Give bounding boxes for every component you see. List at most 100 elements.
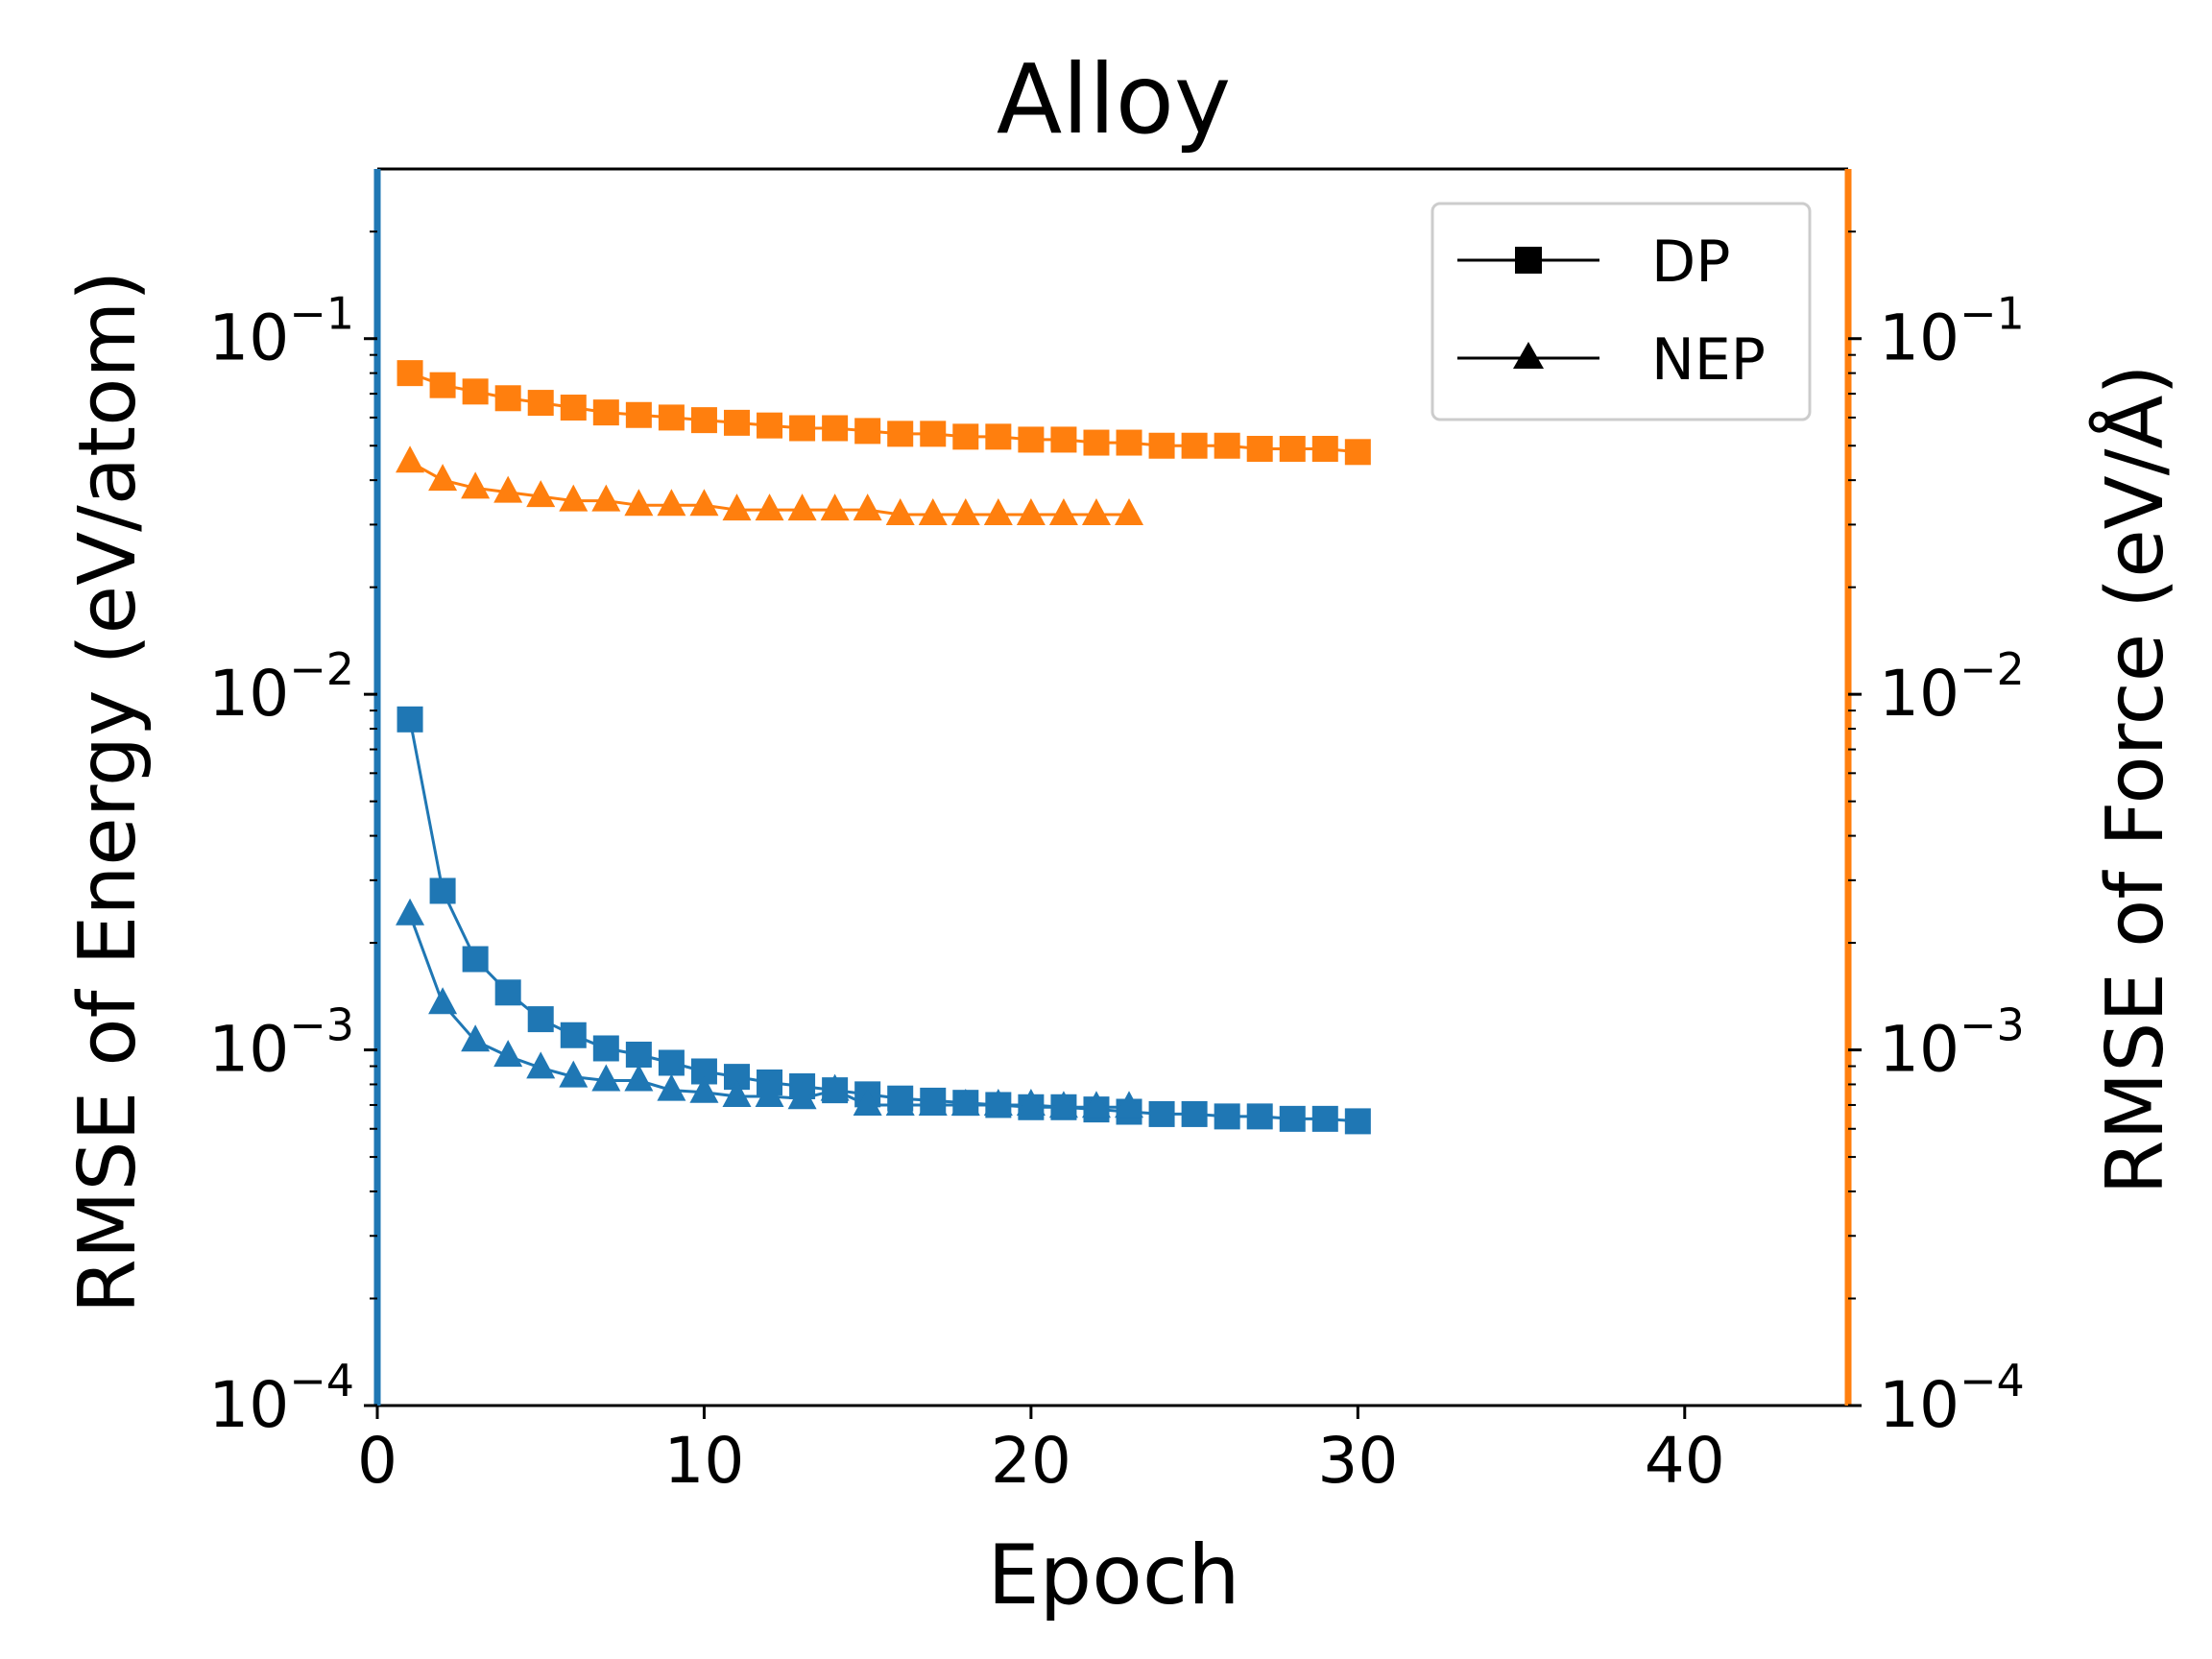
data-point-dp-force [1083,429,1110,456]
series-dp-force [397,360,1371,466]
data-point-dp-force [789,415,816,442]
data-point-dp-force [1116,429,1142,456]
data-point-nep-force [853,493,882,521]
data-point-nep-force [689,489,719,517]
data-point-dp-force [690,407,717,434]
data-point-dp-energy [1148,1100,1175,1127]
data-point-dp-force [1148,432,1175,459]
data-point-dp-energy [1181,1100,1208,1127]
data-point-nep-force [1115,498,1144,526]
series-nep-force [396,445,1144,526]
data-point-dp-energy [494,979,521,1006]
data-point-dp-force [625,401,652,428]
data-point-dp-force [952,423,979,450]
data-point-dp-force [397,360,423,387]
data-point-dp-force [658,404,685,431]
data-point-nep-energy [396,898,425,926]
x-tick-label: 20 [991,1424,1071,1498]
data-point-nep-energy [428,987,458,1015]
data-point-nep-force [885,498,915,526]
data-point-nep-force [950,498,980,526]
data-point-nep-energy [853,1088,882,1116]
y-tick-exponent-left: −2 [289,643,354,695]
data-point-nep-force [820,493,850,521]
data-point-nep-energy [885,1088,915,1116]
data-layer [396,360,1371,1135]
data-point-nep-energy [526,1051,556,1079]
data-point-dp-force [1050,426,1077,453]
legend-nep-triangle-marker [1513,342,1544,369]
data-point-dp-force [1279,435,1306,462]
data-point-dp-energy [592,1035,619,1062]
data-point-nep-force [526,480,556,508]
legend: DP NEP [1431,202,1812,421]
y-tick-exponent-left: −4 [289,1355,354,1407]
data-point-dp-energy [1344,1108,1371,1135]
data-point-dp-energy [1279,1105,1306,1132]
data-point-nep-force [1048,498,1078,526]
data-point-dp-force [560,395,587,421]
y-axis-label-left: RMSE of Energy (eV/atom) [62,271,154,1314]
y-tick-exponent-right: −1 [1960,288,2025,340]
data-point-dp-energy [527,1006,554,1033]
data-point-dp-energy [658,1049,685,1076]
data-point-nep-energy [689,1075,719,1103]
data-point-dp-force [592,399,619,426]
y-tick-exponent-right: −3 [1960,999,2025,1051]
data-point-nep-energy [624,1064,654,1092]
data-point-nep-energy [820,1073,850,1101]
data-point-dp-energy [397,706,423,733]
legend-nep-label: NEP [1651,326,1766,394]
y-tick-exponent-left: −1 [289,288,354,340]
y-axis-label-right: RMSE of Force (eV/Å) [2089,365,2181,1195]
data-point-dp-force [1018,426,1045,453]
data-point-dp-force [1311,435,1338,462]
data-point-nep-force [428,464,458,492]
data-point-dp-force [822,415,849,442]
x-tick-label: 40 [1645,1424,1725,1498]
data-point-dp-energy [429,878,456,904]
data-point-dp-energy [1311,1105,1338,1132]
data-point-dp-force [920,421,947,447]
data-point-nep-force [493,475,523,503]
data-point-nep-force [396,445,425,473]
data-point-dp-energy [1246,1103,1273,1130]
y-tick-exponent-right: −4 [1960,1355,2025,1407]
data-point-nep-force [624,489,654,517]
data-point-nep-force [755,493,784,521]
data-point-nep-force [722,493,752,521]
data-point-nep-energy [1115,1091,1144,1118]
data-point-dp-force [887,421,914,447]
data-point-dp-force [854,418,881,445]
data-point-dp-force [462,378,489,405]
series-nep-energy [396,898,1144,1118]
y-tick-exponent-left: −3 [289,999,354,1051]
data-point-nep-energy [1048,1091,1078,1118]
data-point-dp-force [723,409,750,436]
data-point-nep-energy [1016,1088,1046,1116]
chart-title: Alloy [997,43,1231,156]
data-point-dp-energy [560,1022,587,1048]
data-point-dp-energy [625,1041,652,1068]
data-point-nep-energy [461,1024,491,1052]
data-point-nep-energy [787,1082,817,1110]
data-point-dp-force [985,423,1012,450]
data-point-nep-energy [918,1088,948,1116]
data-point-nep-force [787,493,817,521]
data-point-nep-energy [657,1073,686,1101]
legend-dp-label: DP [1651,228,1730,296]
data-point-dp-force [494,385,521,412]
data-point-nep-energy [559,1060,589,1088]
x-tick-label: 30 [1317,1424,1398,1498]
data-point-dp-force [429,372,456,398]
data-point-nep-force [657,489,686,517]
data-point-dp-energy [1214,1103,1240,1130]
data-point-nep-force [559,484,589,512]
y-tick-exponent-right: −2 [1960,643,2025,695]
data-point-dp-force [527,390,554,417]
legend-dp-square-marker [1515,247,1542,274]
y-tick-label-right: 10−4 [1879,1355,2025,1442]
data-point-nep-energy [591,1064,621,1092]
